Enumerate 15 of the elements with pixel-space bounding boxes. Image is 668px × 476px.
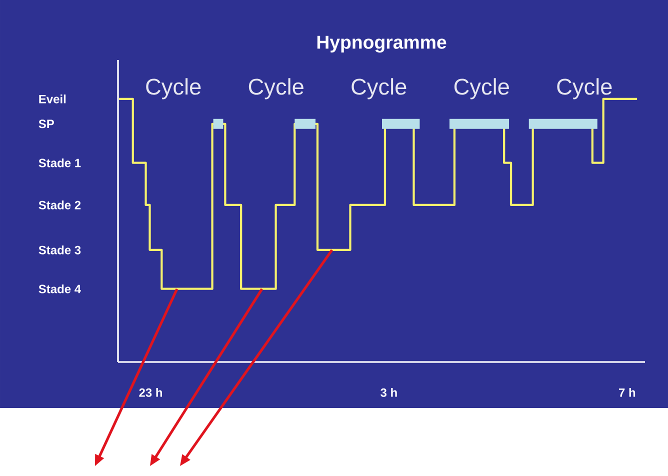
text: Stade 3: [38, 246, 81, 254]
text: Eveil: [39, 94, 66, 104]
text: Stade 1: [38, 158, 81, 168]
x-tick-label: 7 h: [618, 388, 636, 397]
chart-title: Hypnogramme: [317, 36, 446, 53]
annotation: Cycle: [248, 78, 304, 100]
text: Stade 2: [38, 200, 81, 210]
text: Stade 4: [38, 284, 81, 294]
annotation: Cycle: [352, 78, 406, 100]
annotation: Cycle: [146, 78, 201, 100]
annotation: Cycle: [454, 78, 509, 100]
text: SP: [38, 120, 54, 128]
x-tick-label: 23 h: [139, 388, 162, 397]
annotation: Cycle: [557, 78, 612, 100]
x-tick-label: 3 h: [380, 388, 397, 397]
